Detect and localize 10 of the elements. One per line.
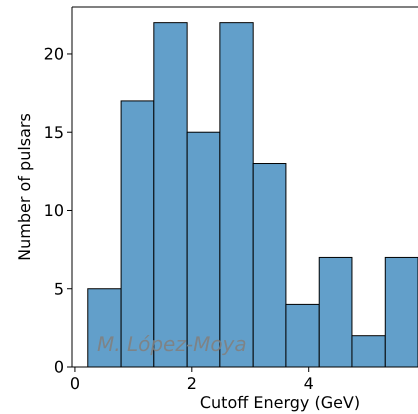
x-tick-label: 4 <box>304 374 314 393</box>
y-axis-title: Number of pulsars <box>15 113 34 261</box>
x-axis-title: Cutoff Energy (GeV) <box>200 393 360 412</box>
y-tick-label: 10 <box>44 201 64 220</box>
y-tick-label: 5 <box>54 279 64 298</box>
y-tick-label: 20 <box>44 44 64 64</box>
x-tick-label: 0 <box>70 374 80 393</box>
y-tick-label: 0 <box>54 358 64 377</box>
y-tick-label: 15 <box>44 122 64 142</box>
x-tick-label: 2 <box>186 374 197 393</box>
